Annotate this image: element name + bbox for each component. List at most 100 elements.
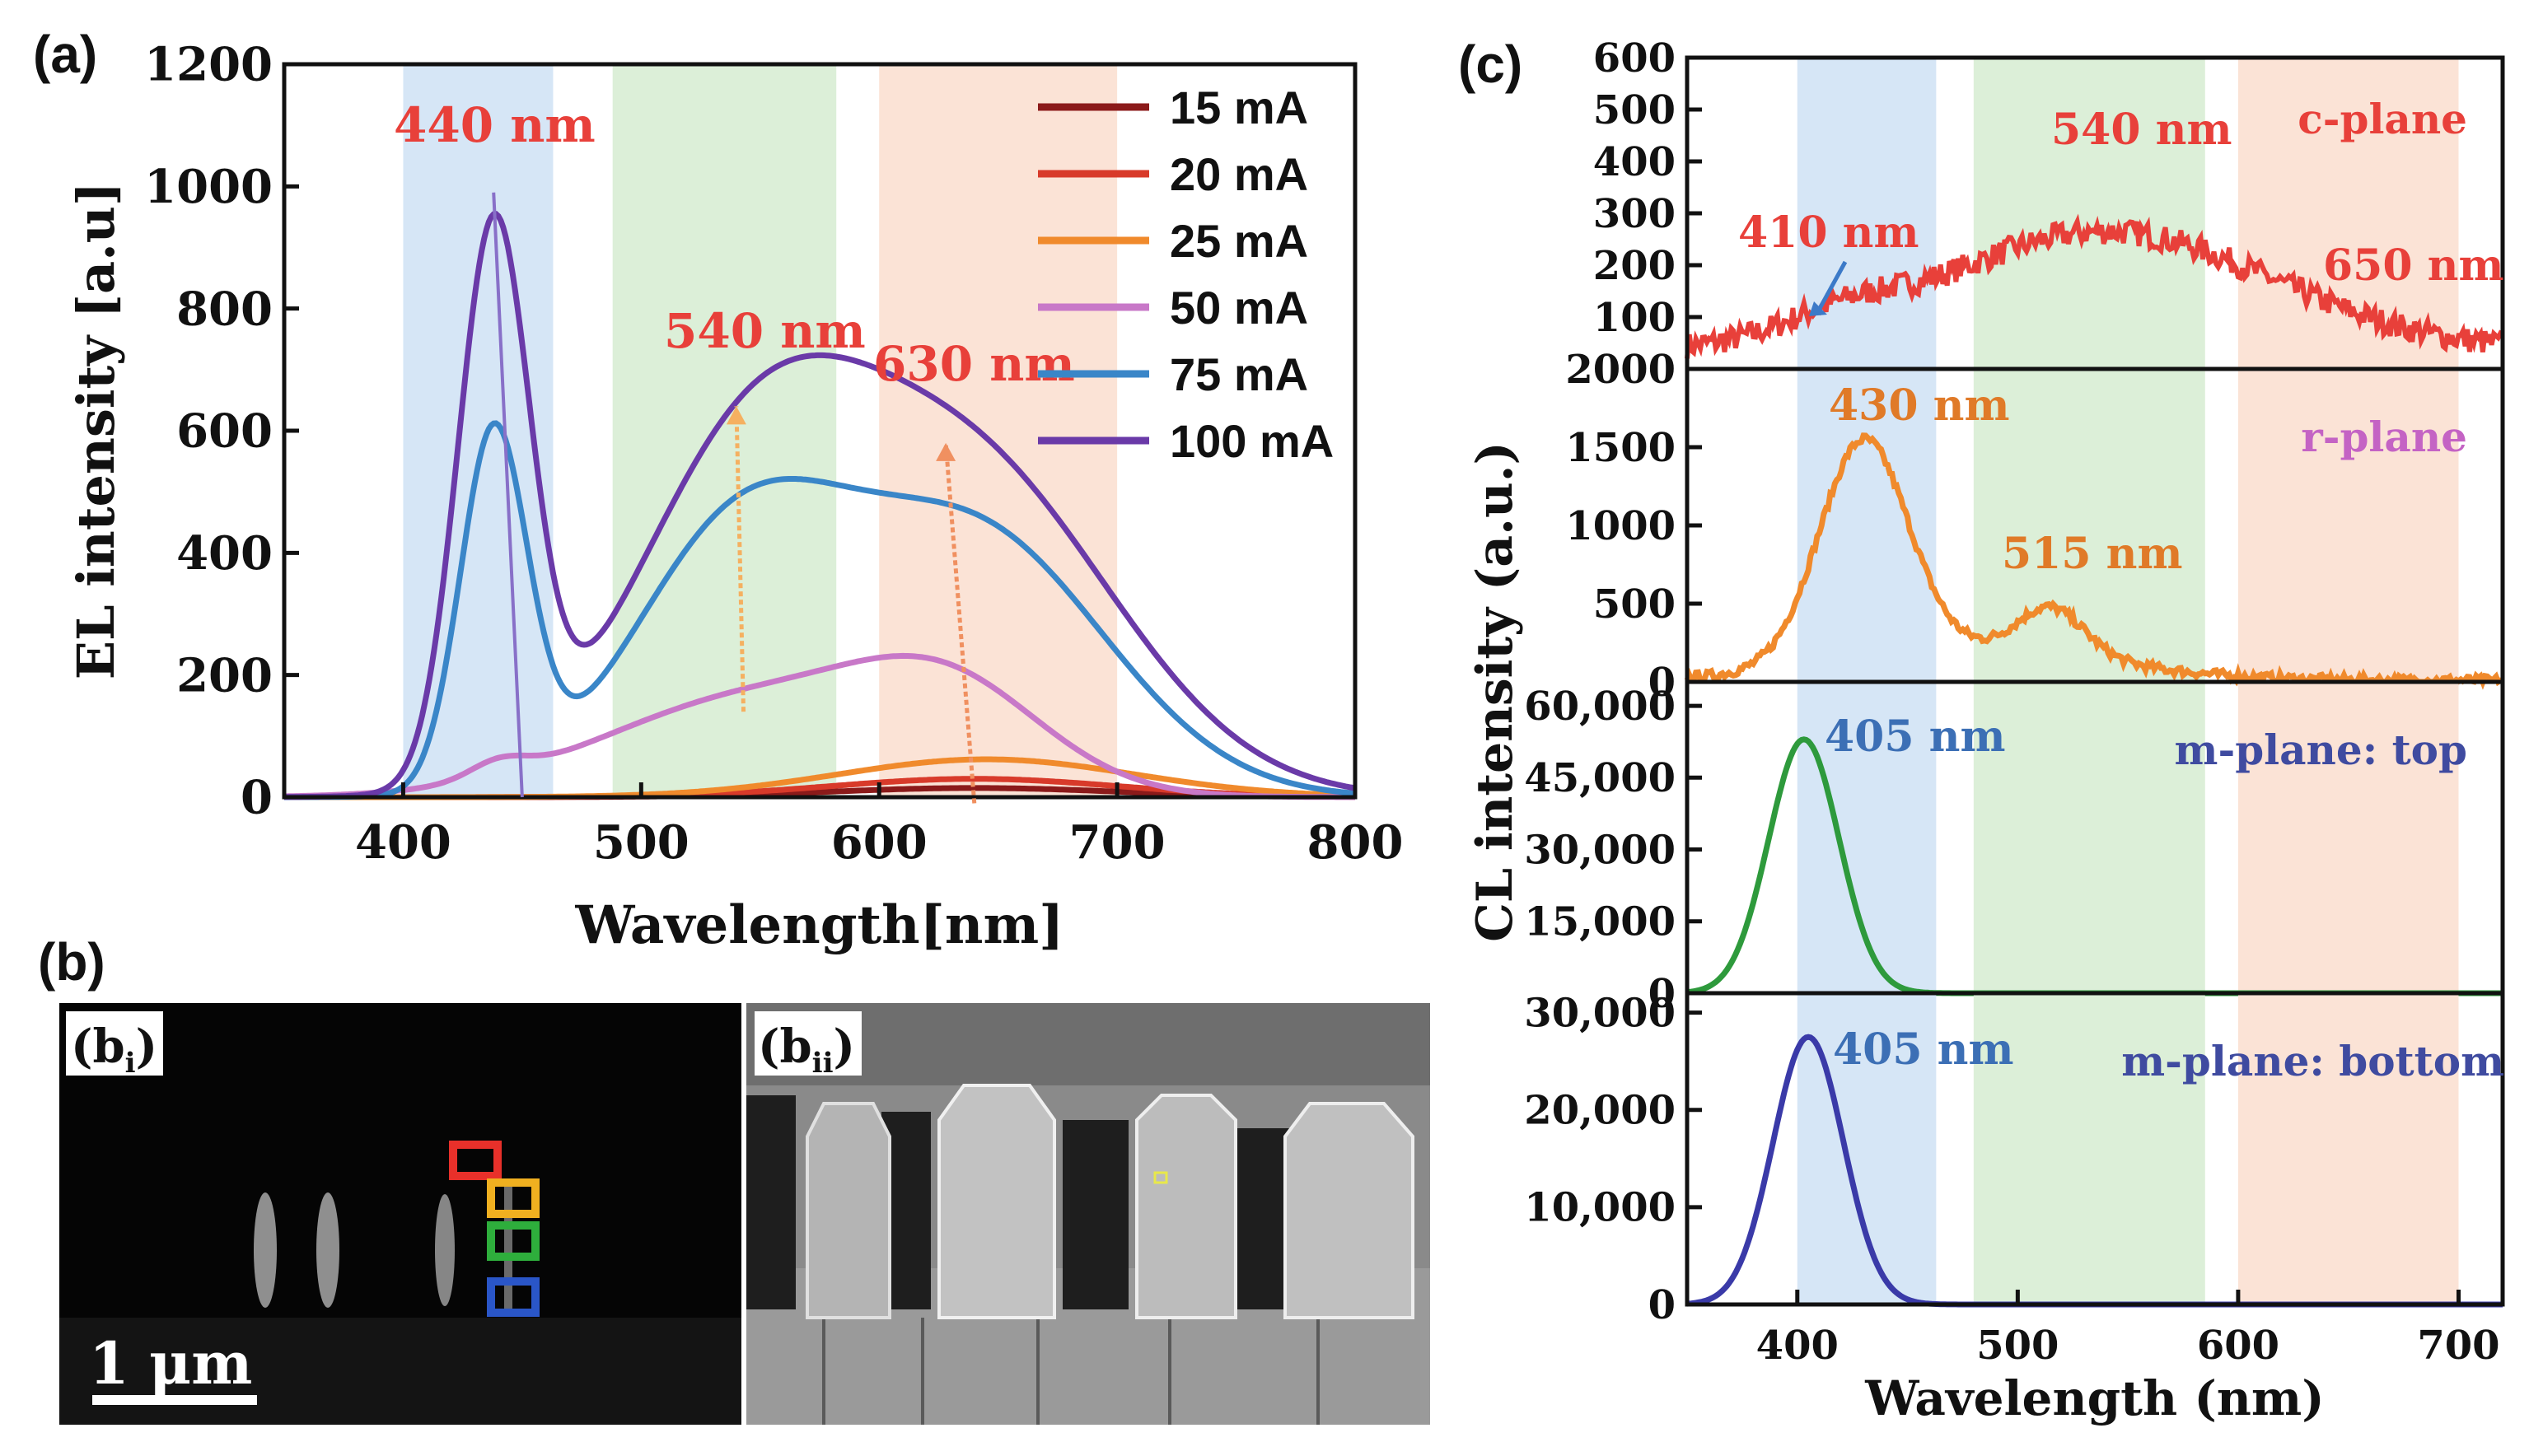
y-tick-label: 400 (1593, 139, 1676, 185)
highlight-band-orange (2237, 369, 2459, 682)
nanowire-glow-1 (254, 1192, 277, 1308)
panel-label-b: (b) (38, 932, 105, 992)
label-bii: (bii) (758, 1020, 855, 1080)
legend-label: 100 mA (1170, 415, 1334, 467)
x-tick-label: 600 (2197, 1323, 2279, 1369)
panel-c-subplot-4: 0 10,000 20,000 30,000 400 500 600 700 405 nm m-p… (1524, 990, 2505, 1426)
x-axis-label: Wavelength[nm] (575, 894, 1064, 956)
y-tick-label: 30,000 (1524, 990, 1676, 1036)
y-tick-label: 0 (241, 771, 273, 825)
nanowire-column-4 (1283, 1102, 1414, 1319)
y-tick-label: 100 (1593, 295, 1676, 341)
y-tick-label: 20,000 (1524, 1088, 1676, 1134)
highlight-band-orange (2237, 682, 2459, 993)
trend-arrow-540-head (726, 406, 746, 425)
scale-bar (92, 1395, 257, 1405)
x-tick-label: 400 (355, 815, 451, 870)
panel-c-chart: 100 200 300 400 500 600 540 nm 410 nm 650 nm c-pl… (1466, 35, 2505, 1426)
y-tick-label: 1000 (1565, 503, 1676, 549)
legend-label: 20 mA (1170, 148, 1308, 200)
y-tick-label: 0 (1648, 971, 1676, 1017)
y-tick-label: 15,000 (1524, 899, 1676, 945)
panel-c-subplot-2: 0 500 1000 1500 2000 430 nm 515 nm r-plane (1565, 347, 2505, 706)
legend-label: 50 mA (1170, 282, 1308, 334)
peak-annotation: 410 nm (1738, 208, 1919, 258)
scale-bar-label: 1 μm (89, 1329, 252, 1398)
marker-yellow (487, 1178, 540, 1218)
trend-arrow-630-head (936, 442, 956, 461)
highlight-band-orange (879, 64, 1118, 797)
y-tick-label: 800 (176, 282, 273, 336)
x-tick-label: 600 (831, 815, 928, 870)
series-line-100-ma (284, 211, 1356, 800)
x-axis-label: Wavelength (nm) (1864, 1370, 2325, 1426)
y-tick-label: 1000 (144, 160, 273, 214)
y-tick-label: 1200 (144, 38, 273, 92)
highlight-band-green (1973, 682, 2205, 993)
y-tick-label: 0 (1648, 1282, 1676, 1328)
panel-label-c: (c) (1458, 35, 1522, 94)
marker-red (449, 1141, 502, 1180)
y-tick-label: 400 (176, 526, 273, 581)
nanowire-column-2 (937, 1084, 1056, 1319)
marker-blue (487, 1277, 540, 1317)
y-tick-label: 45,000 (1524, 755, 1676, 801)
series-line-75-ma (284, 420, 1356, 800)
y-tick-label: 60,000 (1524, 684, 1676, 730)
y-axis-label: EL intensity [a.u] (66, 182, 126, 679)
x-tick-label: 400 (1756, 1323, 1839, 1369)
y-tick-label: 1500 (1565, 425, 1676, 471)
x-tick-label: 700 (1069, 815, 1166, 870)
label-bi: (bi) (71, 1020, 157, 1080)
y-tick-label: 10,000 (1524, 1185, 1676, 1231)
annotation-arrow-410 (1815, 260, 1848, 315)
shared-y-axis-label: CL intensity (a.u.) (1466, 441, 1524, 942)
legend-label: 15 mA (1170, 82, 1308, 133)
peak-annotation: 540 nm (2051, 105, 2232, 155)
plot-frame (1685, 991, 2505, 1307)
panel-c-subplot-1: 100 200 300 400 500 600 540 nm 410 nm 650 nm c-pl… (1593, 35, 2505, 371)
facet-label: c-plane (2298, 95, 2467, 143)
facet-label: m-plane: top (2175, 726, 2467, 774)
peak-annotation: 515 nm (2002, 529, 2182, 579)
y-tick-label: 200 (176, 648, 273, 702)
nanowire-glow-3 (435, 1194, 455, 1306)
y-tick-label: 0 (1648, 660, 1676, 706)
facet-label: m-plane: bottom (2121, 1037, 2504, 1085)
x-tick-label: 700 (2417, 1323, 2499, 1369)
trend-arrow-540 (734, 406, 746, 712)
x-tick-label: 500 (593, 815, 690, 870)
y-tick-label: 500 (1593, 87, 1676, 133)
peak-annotation: 630 nm (873, 336, 1075, 392)
annotation-arrow-410-head (1809, 301, 1827, 316)
y-tick-label: 300 (1593, 191, 1676, 237)
highlight-band-green (1973, 58, 2205, 369)
panel-c-subplot-3: 0 15,000 30,000 45,000 60,000 405 nm m-plane: … (1524, 679, 2505, 1017)
y-tick-label: 600 (1593, 35, 1676, 82)
y-tick-label: 500 (1593, 581, 1676, 628)
peak-annotation: 430 nm (1829, 380, 2009, 431)
panel-b-images: (bi) 1 μm (bii) (59, 1003, 1430, 1425)
peak-annotation: 650 nm (2323, 240, 2503, 291)
y-tick-label: 30,000 (1524, 827, 1676, 873)
x-tick-label: 500 (1976, 1323, 2059, 1369)
facet-label: r-plane (2301, 413, 2467, 461)
nanowire-glow-2 (316, 1192, 339, 1308)
y-tick-label: 2000 (1565, 347, 1676, 393)
nanowire-column-3 (1135, 1094, 1237, 1319)
legend-label: 25 mA (1170, 215, 1308, 267)
highlight-band-orange (2237, 993, 2459, 1304)
y-tick-label: 200 (1593, 243, 1676, 289)
peak-annotation: 440 nm (394, 97, 596, 153)
highlight-band-blue (1797, 58, 1937, 369)
nanowire-column-1 (806, 1102, 891, 1319)
peak-annotation: 405 nm (1833, 1024, 2013, 1075)
highlight-band-green (612, 64, 837, 797)
peak-annotation: 540 nm (664, 303, 866, 359)
highlight-band-blue (1797, 993, 1937, 1304)
trend-arrow-630 (943, 442, 977, 804)
y-tick-label: 600 (176, 404, 273, 459)
x-tick-label: 800 (1307, 815, 1404, 870)
legend-label: 75 mA (1170, 348, 1308, 400)
